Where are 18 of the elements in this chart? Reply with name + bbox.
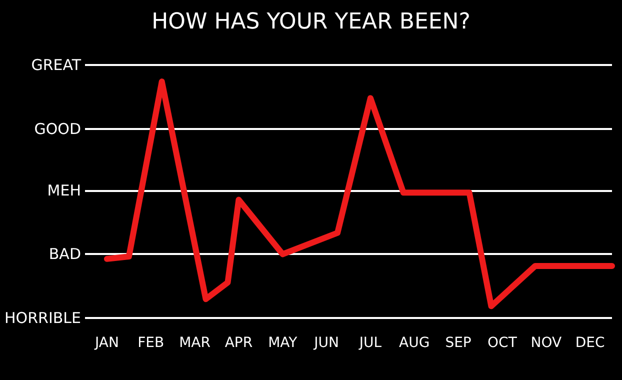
x-tick-label: AUG	[399, 335, 430, 351]
ref-line-label: HORRIBLE	[4, 309, 81, 327]
ref-line-label: GOOD	[34, 120, 81, 138]
x-tick-label: JAN	[94, 335, 119, 351]
x-tick-label: JUN	[313, 335, 339, 351]
ref-line-label: MEH	[47, 181, 81, 200]
x-tick-label: NOV	[530, 335, 562, 351]
x-tick-label: SEP	[445, 335, 472, 351]
x-tick-label: JUL	[358, 335, 382, 351]
x-tick-label: DEC	[575, 335, 605, 351]
x-tick-label: FEB	[138, 335, 164, 351]
ref-line-label: BAD	[48, 245, 81, 264]
x-tick-label: MAR	[179, 335, 211, 351]
x-tick-label: OCT	[488, 335, 518, 351]
x-tick-label: APR	[224, 335, 253, 351]
x-tick-label: MAY	[268, 335, 298, 351]
chart-title: HOW HAS YOUR YEAR BEEN?	[152, 10, 470, 34]
ref-line-label: GREAT	[31, 56, 82, 74]
